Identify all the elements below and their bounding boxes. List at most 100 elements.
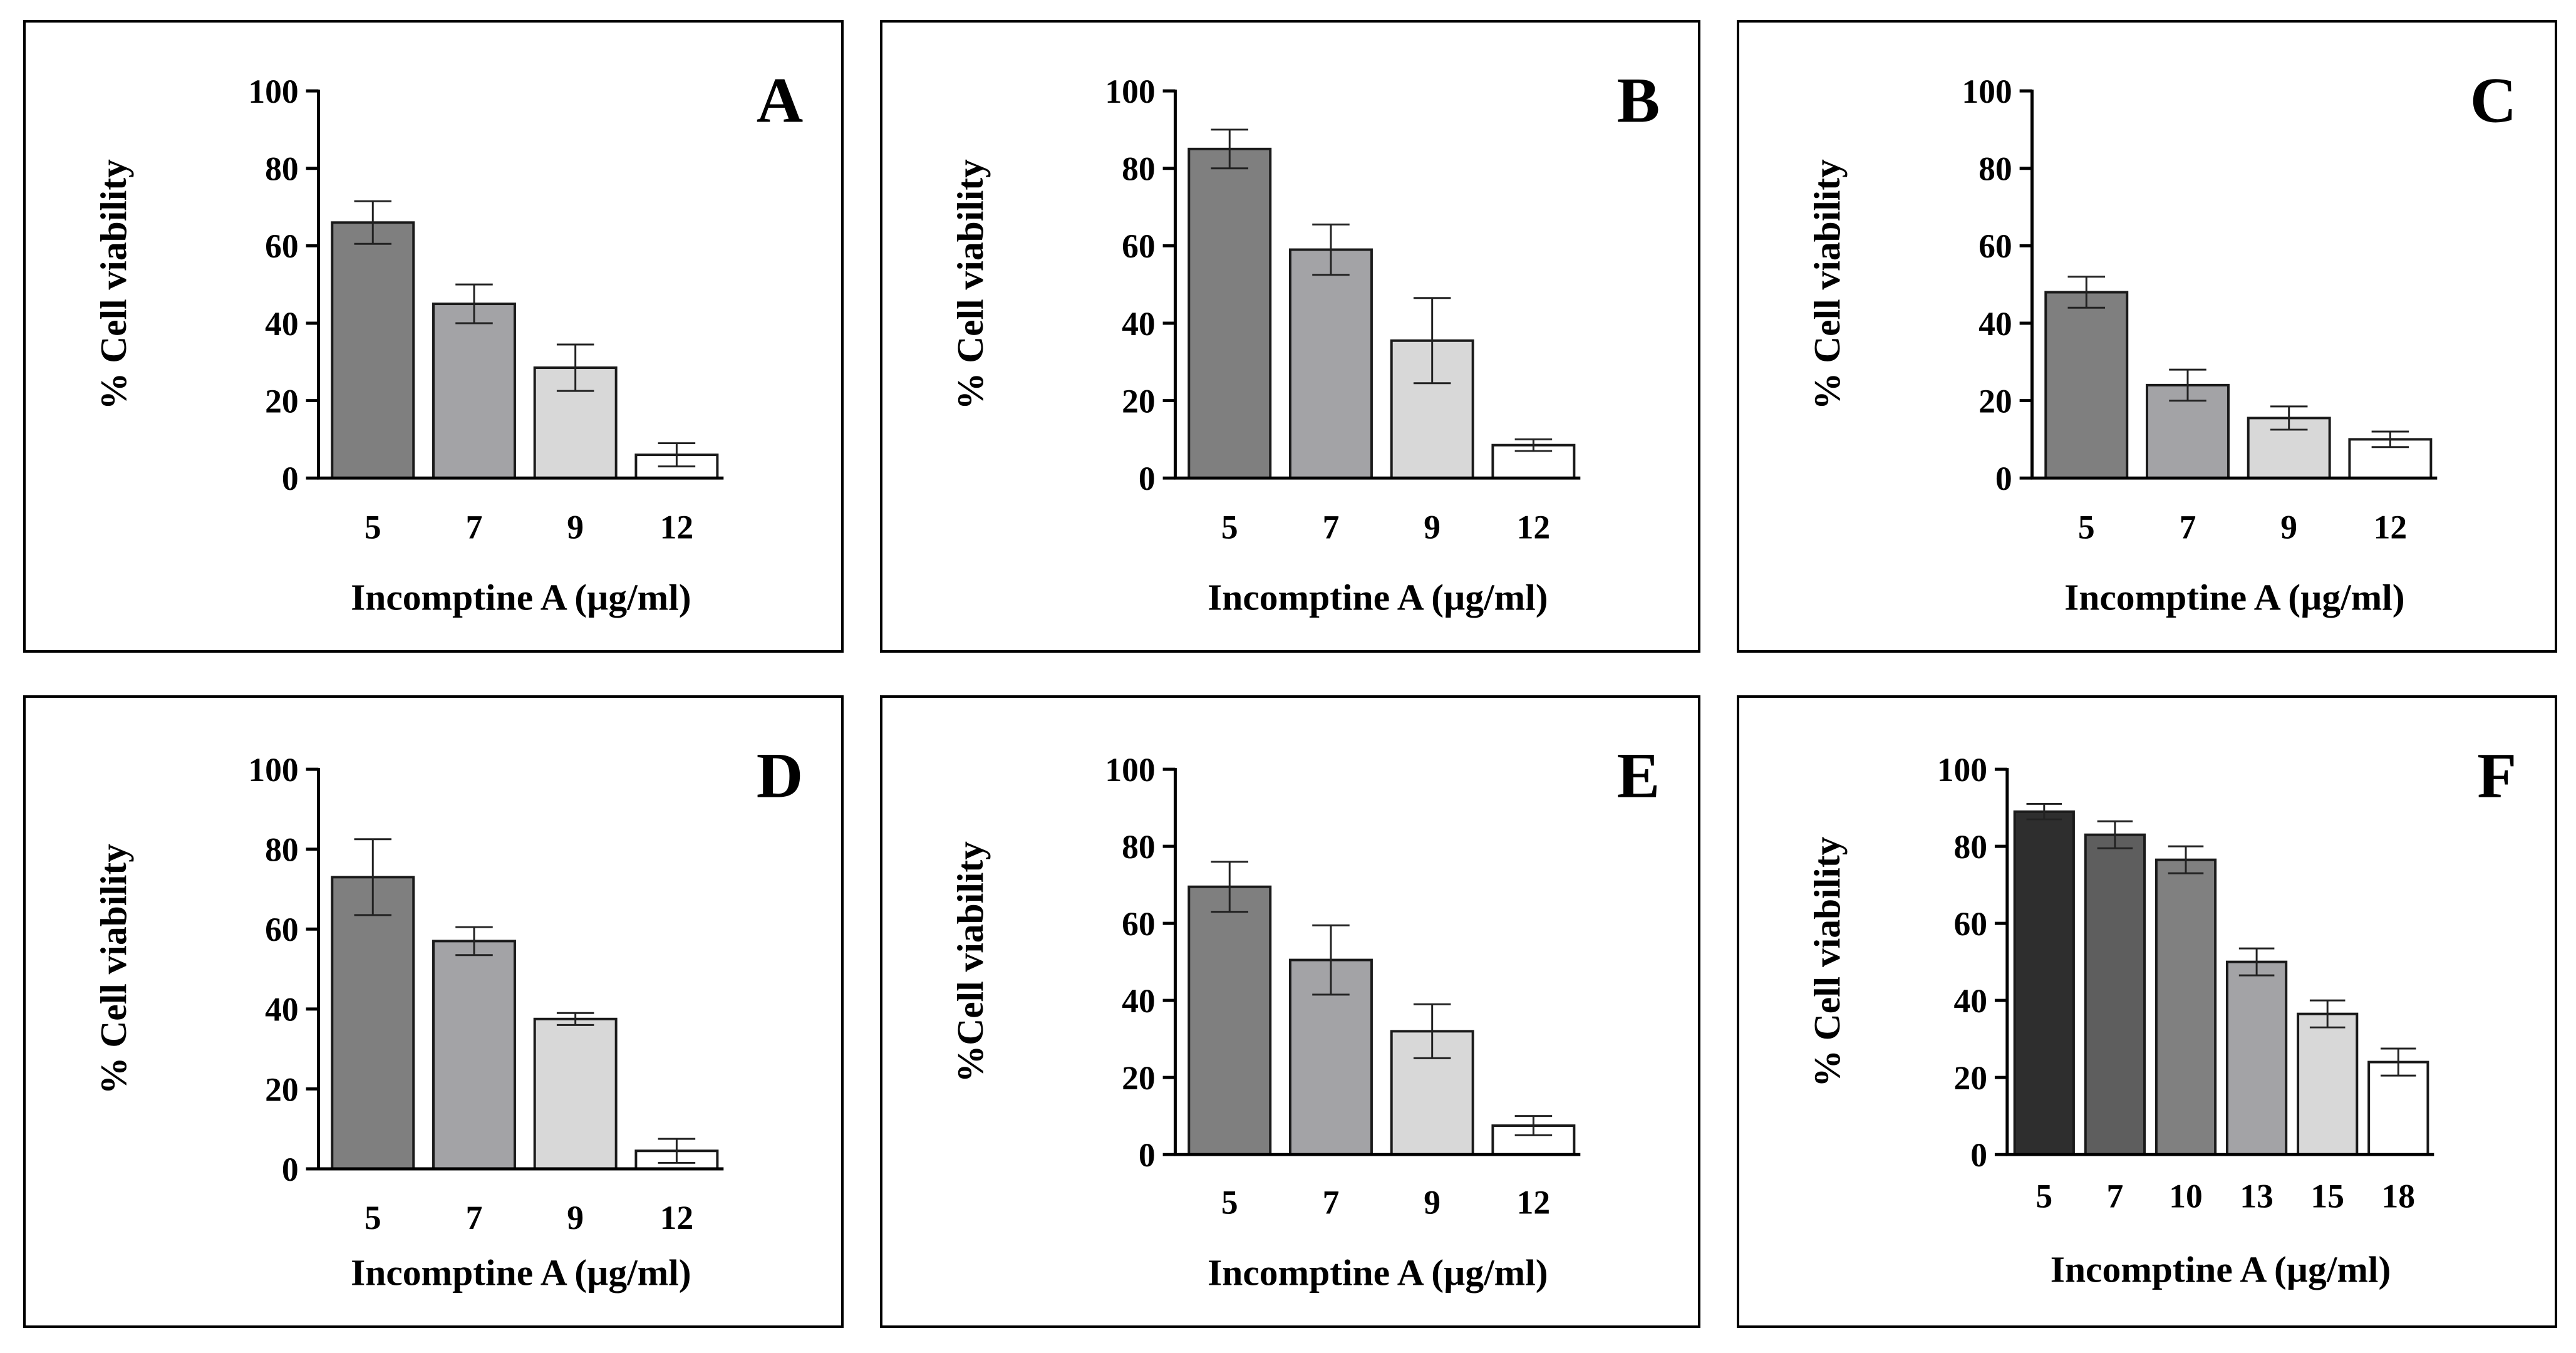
panel-label: A [757, 65, 804, 137]
chart-svg: 5 7 9 12 0 20 40 60 80 100 % Cell viability Incompt… [93, 65, 804, 618]
y-tick-label: 80 [265, 150, 299, 188]
y-tick-label: 0 [1970, 1136, 1987, 1174]
y-tick-label: 40 [1122, 305, 1156, 343]
y-tick-label: 80 [265, 831, 299, 869]
y-tick-label: 0 [1139, 460, 1156, 497]
bar [432, 303, 516, 480]
x-axis-title: Incomptine A (µg/ml) [351, 1252, 691, 1293]
chart-svg: 5 7 9 12 0 20 40 60 80 100 % Cell viability Incompt… [1806, 65, 2517, 618]
bar [331, 876, 415, 1170]
y-tick-label: 20 [1122, 1059, 1156, 1097]
x-tick-label: 15 [2310, 1178, 2344, 1215]
x-tick-label: 9 [1424, 1183, 1441, 1221]
panel-label: F [2477, 740, 2517, 812]
bar [1187, 147, 1272, 480]
x-tick-label: 9 [1424, 508, 1441, 546]
bar [2084, 833, 2146, 1156]
y-tick-label: 100 [248, 73, 298, 110]
x-tick-label: 9 [567, 508, 584, 546]
x-tick-label: 12 [660, 508, 694, 546]
y-tick-label: 20 [1979, 382, 2012, 420]
y-tick-label: 40 [1979, 305, 2012, 343]
y-tick-label: 60 [1122, 227, 1156, 265]
y-axis-title: % Cell viability [1806, 836, 1848, 1087]
y-tick-label: 40 [265, 305, 299, 343]
x-tick-label: 12 [660, 1199, 694, 1236]
y-tick-label: 40 [265, 991, 299, 1029]
bar [331, 221, 415, 480]
x-tick-label: 12 [1517, 508, 1551, 546]
x-tick-label: 10 [2169, 1178, 2203, 1215]
bar [2154, 858, 2217, 1156]
y-tick-label: 80 [1953, 828, 1987, 866]
chart-panel-f: 5 7 10 13 15 18 0 20 40 60 80 100 % Cell viability In… [1737, 695, 2557, 1328]
chart-panel-c: 5 7 9 12 0 20 40 60 80 100 % Cell viability Incompt… [1737, 20, 2557, 653]
bar [2013, 810, 2075, 1156]
y-tick-label: 0 [1139, 1136, 1156, 1174]
y-axis-title: % Cell viability [1806, 159, 1848, 410]
x-tick-label: 5 [2078, 508, 2095, 546]
y-tick-label: 60 [265, 227, 299, 265]
x-tick-label: 12 [1517, 1183, 1551, 1221]
y-tick-label: 80 [1979, 150, 2012, 188]
y-tick-label: 100 [1937, 751, 1987, 789]
bar [2044, 291, 2129, 480]
bar [1289, 248, 1373, 480]
panel-label: C [2470, 65, 2517, 137]
x-tick-label: 7 [466, 508, 483, 546]
y-tick-label: 40 [1953, 982, 1987, 1020]
x-tick-label: 5 [1221, 1183, 1238, 1221]
y-tick-label: 20 [265, 382, 299, 420]
y-axis-title: % Cell viability [949, 159, 991, 410]
x-tick-label: 9 [2280, 508, 2297, 546]
y-tick-label: 40 [1122, 982, 1156, 1020]
y-tick-label: 80 [1122, 828, 1156, 866]
x-axis-title: Incomptine A (µg/ml) [2051, 1249, 2391, 1290]
x-tick-label: 7 [1323, 1183, 1340, 1221]
y-tick-label: 60 [265, 911, 299, 948]
x-axis-title: Incomptine A (µg/ml) [351, 577, 691, 618]
chart-panel-a: 5 7 9 12 0 20 40 60 80 100 % Cell viability Incompt… [23, 20, 844, 653]
x-axis-title: Incomptine A (µg/ml) [1208, 1252, 1548, 1293]
x-tick-label: 7 [1323, 508, 1340, 546]
chart-panel-d: 5 7 9 12 0 20 40 60 80 100 % Cell viability Incompt… [23, 695, 844, 1328]
y-tick-label: 80 [1122, 150, 1156, 188]
x-tick-label: 5 [2035, 1178, 2052, 1215]
panel-label: D [757, 740, 804, 812]
bar [432, 940, 516, 1170]
y-axis-title: % Cell viability [93, 844, 134, 1094]
chart-svg: 5 7 10 13 15 18 0 20 40 60 80 100 % Cell viability In… [1806, 740, 2517, 1290]
chart-svg: 5 7 9 12 0 20 40 60 80 100 %Cell viability Incompti… [949, 740, 1660, 1293]
chart-panel-b: 5 7 9 12 0 20 40 60 80 100 % Cell viability Incompt… [880, 20, 1700, 653]
x-axis-title: Incomptine A (µg/ml) [2064, 577, 2405, 618]
x-axis-title: Incomptine A (µg/ml) [1208, 577, 1548, 618]
y-tick-label: 60 [1953, 905, 1987, 943]
panel-label: E [1616, 740, 1660, 812]
chart-svg: 5 7 9 12 0 20 40 60 80 100 % Cell viability Incompt… [949, 65, 1660, 618]
panel-label: B [1616, 65, 1660, 137]
y-tick-label: 20 [265, 1070, 299, 1108]
y-tick-label: 0 [1995, 460, 2012, 497]
y-tick-label: 0 [282, 460, 299, 497]
y-tick-label: 60 [1122, 905, 1156, 943]
x-tick-label: 5 [365, 508, 381, 546]
bar [2367, 1060, 2429, 1156]
y-tick-label: 100 [1105, 73, 1155, 110]
x-tick-label: 7 [466, 1199, 483, 1236]
x-tick-label: 5 [1221, 508, 1238, 546]
bar [2297, 1012, 2359, 1156]
x-tick-label: 18 [2382, 1178, 2416, 1215]
x-tick-label: 7 [2180, 508, 2196, 546]
y-axis-title: %Cell viability [949, 841, 991, 1082]
y-tick-label: 0 [282, 1151, 299, 1188]
x-tick-label: 12 [2374, 508, 2408, 546]
bar [1187, 885, 1272, 1156]
y-tick-label: 100 [1962, 73, 2012, 110]
y-tick-label: 20 [1953, 1059, 1987, 1097]
y-axis-title: % Cell viability [93, 159, 134, 410]
bar [533, 1017, 618, 1170]
x-tick-label: 7 [2107, 1178, 2124, 1215]
y-tick-label: 100 [1105, 751, 1155, 789]
y-tick-label: 100 [248, 751, 298, 789]
chart-panel-e: 5 7 9 12 0 20 40 60 80 100 %Cell viability Incompti… [880, 695, 1700, 1328]
